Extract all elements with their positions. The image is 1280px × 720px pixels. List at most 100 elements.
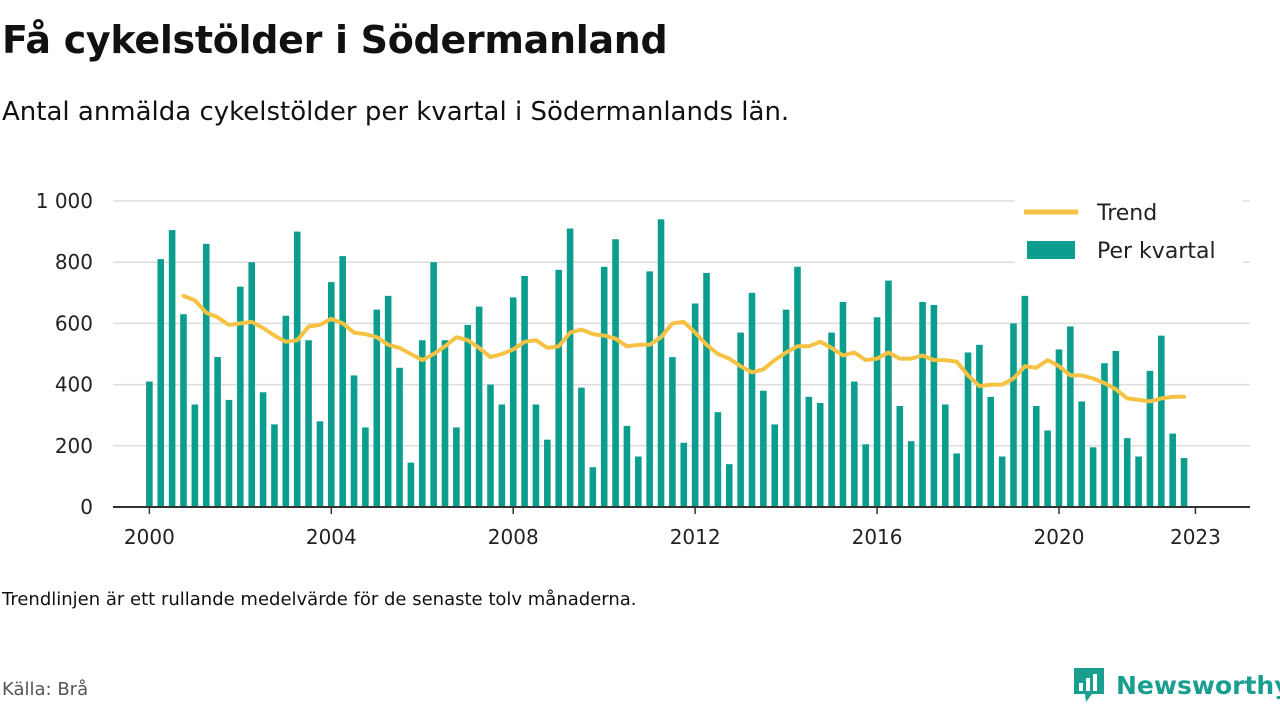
bar (725, 464, 733, 507)
bar (680, 442, 688, 507)
bar (907, 441, 915, 507)
x-tick-label: 2012 (670, 525, 721, 549)
bar (851, 381, 858, 507)
x-tick-label: 2004 (306, 525, 357, 549)
y-tick-label: 400 (55, 373, 93, 397)
bar (316, 421, 324, 507)
legend-trend-label: Trend (1096, 201, 1157, 226)
bar (271, 424, 278, 507)
bar (293, 231, 301, 507)
bar (919, 301, 926, 507)
bar (976, 344, 983, 507)
bar (1146, 370, 1154, 507)
bar (157, 259, 165, 507)
bar (407, 462, 415, 507)
bar (839, 301, 847, 507)
y-tick-label: 600 (55, 311, 93, 335)
bar (930, 305, 938, 507)
bar (589, 467, 597, 507)
bar (862, 444, 869, 507)
bar (430, 262, 437, 507)
legend-bars-label: Per kvartal (1097, 239, 1216, 264)
bar (828, 332, 835, 507)
bar (964, 352, 972, 507)
legend-bars-swatch (1027, 241, 1075, 259)
bar (1044, 430, 1051, 507)
bar (384, 295, 392, 507)
footnote: Trendlinjen är ett rullande medelvärde f… (2, 589, 637, 610)
bar (521, 275, 528, 507)
bar (305, 340, 312, 507)
bar (532, 404, 540, 507)
newsworthy-logo-icon (1074, 668, 1104, 702)
bar (1135, 456, 1142, 507)
bar (441, 340, 449, 507)
bar (794, 266, 801, 507)
trend-series (181, 293, 1187, 404)
x-tick-label: 2008 (488, 525, 539, 549)
bar (816, 402, 824, 507)
bar (669, 357, 676, 507)
chart-subtitle: Antal anmälda cykelstölder per kvartal i… (2, 97, 790, 127)
x-tick-label: 2000 (124, 525, 175, 549)
bar (612, 239, 619, 507)
quarterly-bars (146, 219, 1188, 508)
bar (1158, 335, 1165, 507)
bar (703, 272, 710, 507)
bar (600, 266, 608, 507)
bar (896, 406, 904, 507)
bar (1032, 406, 1040, 507)
bar (771, 424, 779, 507)
bar (1101, 363, 1108, 507)
bar (225, 399, 233, 507)
bar (748, 292, 756, 507)
x-tick-label: 2020 (1034, 525, 1085, 549)
bar (475, 306, 483, 507)
bar (782, 309, 790, 507)
bar (623, 425, 631, 507)
bar (691, 303, 699, 507)
bar (760, 390, 767, 507)
bar-line-chart: 0 200 400 600 800 1 000 2000 2004 2008 2012 2016 20… (36, 189, 1250, 549)
bar (1123, 438, 1131, 507)
bar (555, 269, 563, 507)
x-tick-label: 2023 (1170, 525, 1221, 549)
bar (396, 367, 403, 507)
y-tick-label: 800 (55, 250, 93, 274)
bar (578, 387, 585, 507)
bar (498, 404, 506, 507)
bar (544, 439, 551, 507)
bar (566, 228, 574, 507)
newsworthy-logo[interactable]: Newsworthy (1072, 666, 1280, 704)
bar (259, 392, 267, 507)
bar (339, 256, 346, 507)
source-note: Källa: Brå (2, 679, 89, 700)
bar (487, 384, 494, 507)
bar (1112, 350, 1120, 507)
bar (362, 427, 369, 507)
bar (998, 456, 1006, 507)
newsworthy-logo-text: Newsworthy (1116, 670, 1280, 700)
bar (1089, 447, 1097, 507)
bar (282, 315, 290, 507)
bar (1021, 295, 1029, 507)
bar (1180, 458, 1188, 507)
bar (1169, 433, 1176, 507)
y-tick-label: 200 (55, 434, 93, 458)
legend: Trend Per kvartal (1015, 196, 1243, 266)
bar (1067, 326, 1074, 507)
bar (737, 332, 744, 507)
bar (885, 280, 892, 507)
bar (146, 381, 153, 507)
bar (202, 243, 210, 507)
x-tick-label: 2016 (852, 525, 903, 549)
y-tick-label: 1 000 (36, 189, 93, 213)
bar (237, 286, 244, 507)
bar (1055, 349, 1063, 507)
bar (634, 456, 642, 507)
axes: 0 200 400 600 800 1 000 2000 2004 2008 2012 2016 20… (36, 189, 1250, 549)
bar (714, 412, 722, 507)
bar (1078, 401, 1086, 507)
bar (214, 357, 221, 507)
bar (168, 230, 176, 507)
